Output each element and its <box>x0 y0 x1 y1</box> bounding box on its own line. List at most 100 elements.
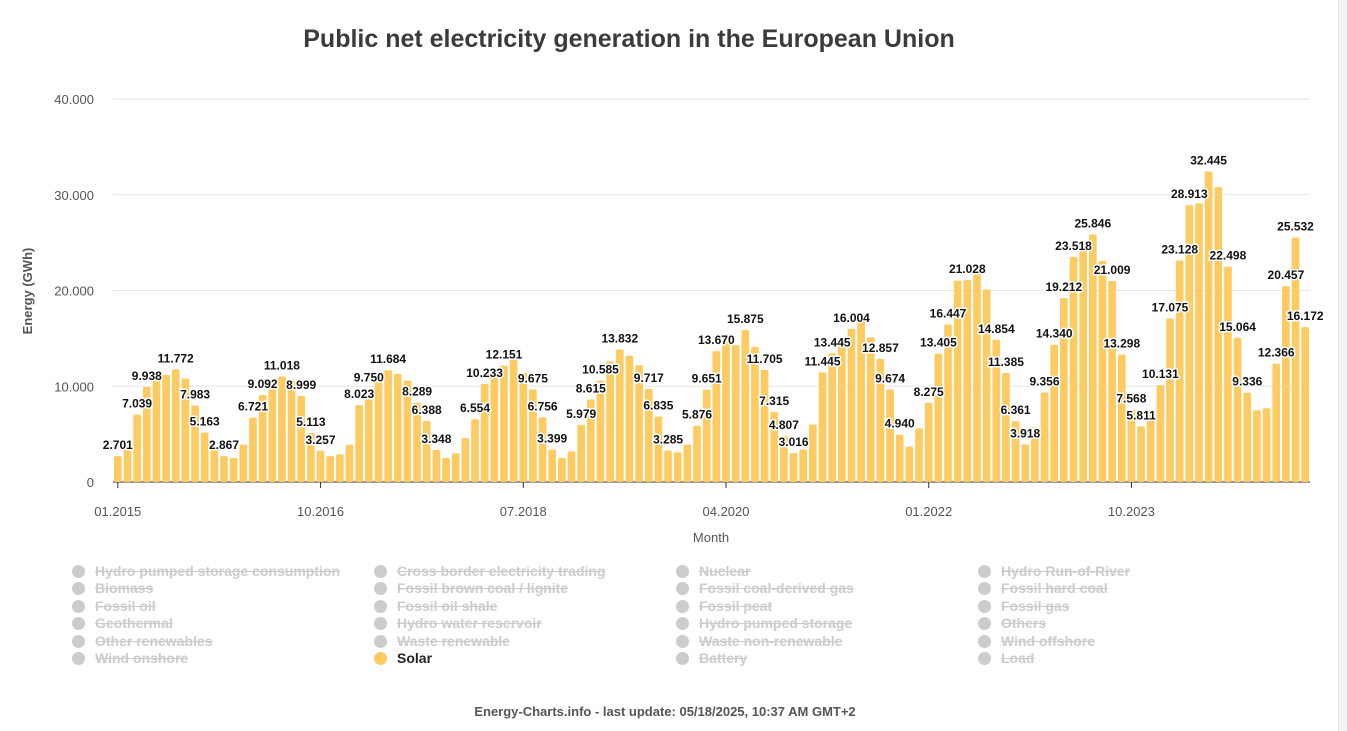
bar <box>1127 409 1136 482</box>
bar <box>799 449 808 482</box>
legend-item-wind-onshore[interactable]: Wind onshore <box>72 650 188 667</box>
legend-item-fossil-hard-coal[interactable]: Fossil hard coal <box>978 580 1108 597</box>
x-tick-label: 10.2023 <box>1108 504 1155 519</box>
bar <box>1214 187 1223 482</box>
legend-item-fossil-peat[interactable]: Fossil peat <box>676 598 772 615</box>
data-label: 6.361 <box>1001 403 1031 417</box>
bar <box>133 414 141 482</box>
bar <box>953 280 962 482</box>
legend-item-solar[interactable]: Solar <box>374 650 432 667</box>
legend-marker-icon <box>676 565 689 578</box>
data-label: 13.405 <box>920 336 957 350</box>
legend-item-battery[interactable]: Battery <box>676 650 747 667</box>
legend-item-nuclear[interactable]: Nuclear <box>676 563 750 580</box>
bar <box>615 349 624 482</box>
data-label: 22.498 <box>1210 249 1247 263</box>
bar <box>1262 408 1271 482</box>
bar <box>403 380 412 482</box>
data-label: 15.064 <box>1219 320 1256 334</box>
data-label: 11.705 <box>747 352 783 366</box>
data-label: 8.275 <box>914 385 944 399</box>
bar <box>345 444 354 482</box>
data-label: 21.028 <box>949 262 986 276</box>
legend-marker-icon <box>374 582 387 596</box>
data-label: 9.938 <box>132 369 162 383</box>
legend-marker-icon <box>72 565 85 578</box>
legend-marker-icon <box>374 565 387 578</box>
legend-marker-icon <box>978 634 991 648</box>
bar <box>693 425 701 482</box>
legend-marker-icon <box>676 652 689 665</box>
legend-item-cross-border-electricity-trading[interactable]: Cross border electricity trading <box>374 563 606 580</box>
bar <box>336 454 344 482</box>
bar <box>220 456 228 482</box>
data-label: 9.717 <box>634 371 664 385</box>
bar <box>393 373 402 482</box>
data-label: 23.128 <box>1161 243 1198 257</box>
bar <box>1282 286 1290 482</box>
bar <box>1166 318 1174 482</box>
bar <box>1050 344 1059 482</box>
legend-item-wind-offshore[interactable]: Wind offshore <box>978 633 1095 650</box>
legend-item-hydro-run-of-river[interactable]: Hydro Run-of-River <box>978 563 1130 580</box>
bar <box>1233 337 1242 482</box>
legend-item-other-renewables[interactable]: Other renewables <box>72 633 213 650</box>
legend-item-fossil-oil[interactable]: Fossil oil <box>72 598 156 615</box>
legend-item-label: Hydro pumped storage consumption <box>95 563 341 579</box>
bar <box>123 440 132 482</box>
legend-item-others[interactable]: Others <box>978 615 1046 632</box>
legend-marker-icon <box>676 634 689 648</box>
data-label: 9.356 <box>1029 374 1059 388</box>
bar <box>1108 280 1116 482</box>
bar <box>596 380 605 482</box>
legend-item-label: Other renewables <box>95 632 213 649</box>
data-label: 11.445 <box>804 354 840 368</box>
page-scrollbar[interactable] <box>1338 0 1347 731</box>
bar <box>307 433 315 482</box>
data-label: 5.876 <box>682 408 712 422</box>
legend-item-hydro-water-reservoir[interactable]: Hydro water reservoir <box>374 615 542 632</box>
legend-item-fossil-oil-shale[interactable]: Fossil oil shale <box>374 598 497 615</box>
bar <box>895 434 904 482</box>
legend-marker-icon <box>72 599 85 613</box>
bar <box>558 458 566 482</box>
legend-item-hydro-pumped-storage[interactable]: Hydro pumped storage <box>676 615 852 632</box>
data-label: 10.131 <box>1142 367 1179 381</box>
legend-item-geothermal[interactable]: Geothermal <box>72 615 173 632</box>
x-tick-label: 07.2018 <box>500 504 547 519</box>
legend-item-label: Fossil oil <box>95 597 156 614</box>
legend-item-label: Wind offshore <box>1001 632 1095 649</box>
data-label: 3.016 <box>779 435 809 449</box>
legend-marker-icon <box>978 652 991 665</box>
data-label: 32.445 <box>1190 153 1227 167</box>
y-tick-label: 30.000 <box>54 188 94 203</box>
bar <box>857 321 865 482</box>
bar <box>741 330 750 482</box>
legend-item-waste-non-renewable[interactable]: Waste non-renewable <box>676 633 842 650</box>
legend-item-label: Cross border electricity trading <box>397 563 606 579</box>
data-label: 12.366 <box>1258 346 1295 360</box>
data-label: 21.009 <box>1094 263 1131 277</box>
legend-item-label: Fossil coal-derived gas <box>699 580 854 597</box>
data-label: 8.999 <box>286 378 316 392</box>
bar <box>1060 298 1068 482</box>
legend-item-biomass[interactable]: Biomass <box>72 580 153 597</box>
bar <box>866 337 875 482</box>
legend-item-hydro-pumped-storage-consumption[interactable]: Hydro pumped storage consumption <box>72 563 340 580</box>
data-label: 16.004 <box>833 311 870 325</box>
data-label: 11.684 <box>370 352 406 366</box>
bar <box>992 339 1001 482</box>
bar <box>1195 203 1203 482</box>
data-label: 3.285 <box>653 433 683 447</box>
legend-item-load[interactable]: Load <box>978 650 1034 667</box>
legend-item-label: Fossil gas <box>1001 597 1070 614</box>
bar <box>1301 327 1309 482</box>
data-label: 7.039 <box>122 397 152 411</box>
legend-item-fossil-gas[interactable]: Fossil gas <box>978 598 1069 615</box>
bar <box>982 289 991 482</box>
bar <box>297 395 306 482</box>
bar <box>1146 410 1155 482</box>
legend-item-waste-renewable[interactable]: Waste renewable <box>374 633 510 650</box>
legend-item-fossil-coal-derived-gas[interactable]: Fossil coal-derived gas <box>676 580 854 597</box>
legend-item-fossil-brown-coal-lignite[interactable]: Fossil brown coal / lignite <box>374 580 568 597</box>
